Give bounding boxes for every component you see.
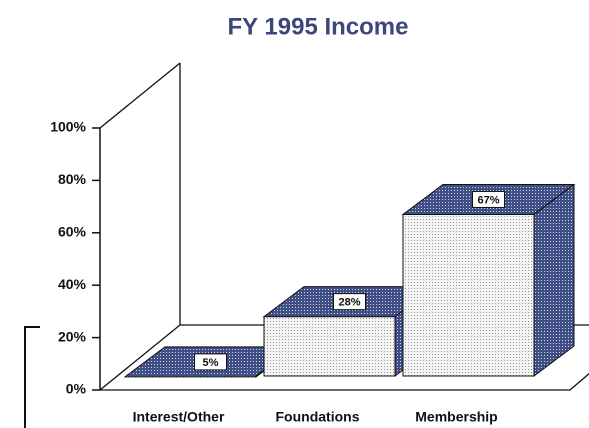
y-tick-label: 40% — [58, 276, 87, 292]
y-tick-label: 20% — [58, 328, 87, 344]
floor — [100, 372, 589, 391]
x-tick-label: Membership — [415, 409, 497, 425]
bar-side — [533, 183, 575, 377]
value-label: 67% — [477, 194, 499, 206]
y-tick-label: 100% — [50, 119, 86, 135]
chart-title: FY 1995 Income — [228, 13, 409, 40]
value-label-box — [472, 190, 505, 208]
value-label-box — [194, 353, 227, 371]
bar-front — [402, 213, 535, 377]
value-label: 28% — [338, 297, 360, 309]
plot: 0% 20% 40% 60% 80% 100% 5% Interest/Other 28% Fou… — [50, 62, 589, 425]
y-tick-label: 80% — [58, 171, 87, 187]
value-label: 5% — [203, 357, 219, 369]
value-label-box — [333, 293, 366, 311]
x-tick-label: Foundations — [276, 409, 360, 425]
bar-front — [263, 316, 396, 377]
x-tick-label: Interest/Other — [133, 409, 225, 425]
y-tick-label: 60% — [58, 224, 87, 240]
frame-fragment — [24, 326, 40, 428]
y-tick-label: 0% — [66, 381, 87, 397]
